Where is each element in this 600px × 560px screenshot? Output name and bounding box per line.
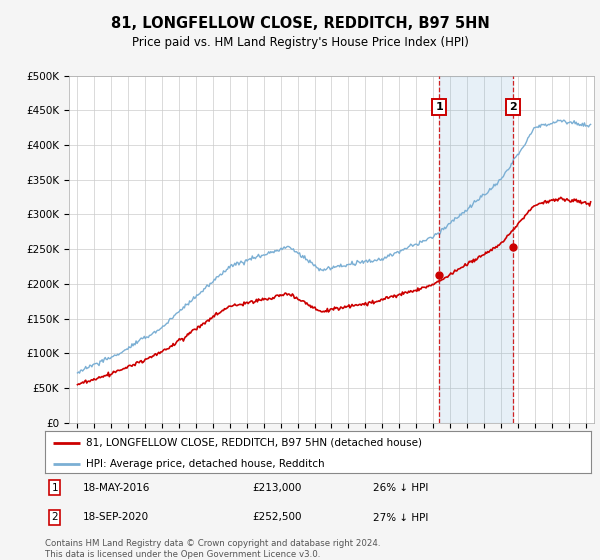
Text: 81, LONGFELLOW CLOSE, REDDITCH, B97 5HN (detached house): 81, LONGFELLOW CLOSE, REDDITCH, B97 5HN …	[86, 437, 422, 447]
Text: £252,500: £252,500	[253, 512, 302, 522]
Text: 2: 2	[52, 512, 58, 522]
Text: Contains HM Land Registry data © Crown copyright and database right 2024.
This d: Contains HM Land Registry data © Crown c…	[45, 539, 380, 559]
Text: HPI: Average price, detached house, Redditch: HPI: Average price, detached house, Redd…	[86, 459, 325, 469]
Text: 27% ↓ HPI: 27% ↓ HPI	[373, 512, 428, 522]
Bar	[439, 76, 513, 423]
Text: Price paid vs. HM Land Registry's House Price Index (HPI): Price paid vs. HM Land Registry's House …	[131, 36, 469, 49]
Text: 81, LONGFELLOW CLOSE, REDDITCH, B97 5HN: 81, LONGFELLOW CLOSE, REDDITCH, B97 5HN	[110, 16, 490, 31]
Text: 26% ↓ HPI: 26% ↓ HPI	[373, 483, 428, 493]
Text: 1: 1	[52, 483, 58, 493]
Text: 18-SEP-2020: 18-SEP-2020	[83, 512, 149, 522]
Text: 1: 1	[436, 102, 443, 112]
Text: 2: 2	[509, 102, 517, 112]
Text: 18-MAY-2016: 18-MAY-2016	[83, 483, 151, 493]
Text: £213,000: £213,000	[253, 483, 302, 493]
